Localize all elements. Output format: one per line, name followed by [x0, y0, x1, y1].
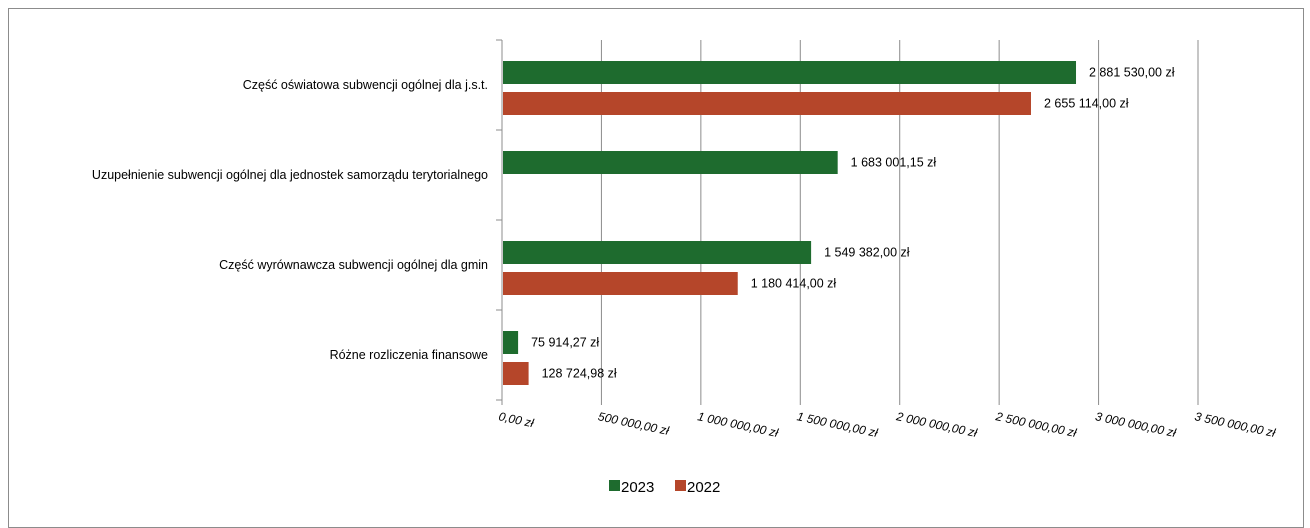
category-label: Część oświatowa subwencji ogólnej dla j.…: [243, 78, 488, 92]
x-tick-label: 1 000 000,00 zł: [696, 409, 780, 440]
x-tick-label: 3 000 000,00 zł: [1094, 409, 1178, 440]
data-label: 75 914,27 zł: [531, 336, 599, 350]
bar-2023: [503, 241, 812, 264]
data-label: 2 655 114,00 zł: [1044, 97, 1129, 111]
bar-2022: [503, 272, 738, 295]
data-label: 1 180 414,00 zł: [751, 277, 837, 291]
data-label: 2 881 530,00 zł: [1089, 66, 1175, 80]
x-tick-label: 500 000,00 zł: [597, 409, 671, 438]
x-tick-label: 1 500 000,00 zł: [796, 409, 880, 440]
data-label: 1 549 382,00 zł: [824, 246, 910, 260]
data-label: 1 683 001,15 zł: [851, 156, 937, 170]
bar-2022: [503, 362, 529, 385]
category-label: Uzupełnienie subwencji ogólnej dla jedno…: [92, 168, 488, 182]
legend-swatch-2023: [609, 480, 620, 491]
legend-swatch-2022: [675, 480, 686, 491]
data-label: 128 724,98 zł: [542, 367, 617, 381]
x-tick-label: 3 500 000,00 zł: [1193, 409, 1277, 440]
bar-chart: 0,00 zł 500 000,00 zł 1 000 000,00 zł 1 500…: [92, 39, 1277, 496]
x-tick-label: 2 000 000,00 zł: [894, 409, 978, 440]
bar-2023: [503, 61, 1077, 84]
legend-label: 2022: [687, 479, 720, 496]
category-label: Część wyrównawcza subwencji ogólnej dla …: [219, 258, 488, 272]
bar-2023: [503, 151, 838, 174]
bar-2023: [503, 331, 519, 354]
category-label: Różne rozliczenia finansowe: [330, 348, 488, 362]
legend-label: 2023: [621, 479, 654, 496]
x-tick-label: 0,00 zł: [497, 409, 535, 430]
bar-2022: [503, 92, 1031, 115]
x-tick-label: 2 500 000,00 zł: [994, 409, 1078, 440]
